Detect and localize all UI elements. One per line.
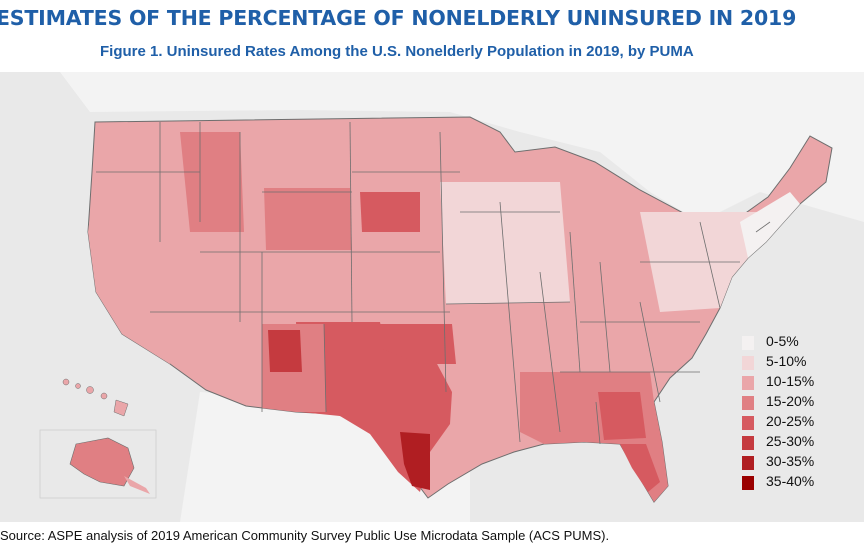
alaska-shape bbox=[69, 437, 135, 487]
south-dakota-patch bbox=[360, 192, 420, 232]
state-borders bbox=[96, 121, 771, 445]
source-note: Source: ASPE analysis of 2019 American C… bbox=[0, 528, 610, 543]
legend-label: 30-35% bbox=[766, 453, 815, 469]
legend-swatch bbox=[742, 336, 754, 350]
legend-swatch bbox=[742, 456, 754, 470]
legend-label: 10-15% bbox=[766, 373, 815, 389]
legend-label: 25-30% bbox=[766, 433, 815, 449]
nm-dark-patch bbox=[268, 330, 302, 372]
west-coast-region bbox=[88, 172, 170, 364]
legend-label: 20-25% bbox=[766, 413, 815, 429]
florida-patch bbox=[620, 444, 660, 492]
legend-label: 0-5% bbox=[766, 333, 799, 349]
legend-swatch bbox=[742, 416, 754, 430]
oklahoma-region bbox=[360, 324, 456, 364]
legend-label: 5-10% bbox=[766, 353, 807, 369]
legend-swatch bbox=[742, 376, 754, 390]
page-title: ESTIMATES OF THE PERCENTAGE OF NONELDERL… bbox=[0, 6, 797, 30]
wyoming-patch bbox=[264, 188, 352, 250]
legend-label: 35-40% bbox=[766, 473, 815, 489]
idaho-montana-patch bbox=[180, 132, 244, 232]
hawaii-islands bbox=[62, 378, 129, 417]
legend-swatch bbox=[742, 436, 754, 450]
south-texas-patch bbox=[400, 432, 430, 490]
legend-swatch bbox=[742, 396, 754, 410]
canada-land bbox=[60, 72, 864, 222]
us-uninsured-map bbox=[0, 72, 864, 522]
new-england-light-region bbox=[740, 192, 800, 258]
legend-swatch bbox=[742, 356, 754, 370]
midwest-light-region bbox=[440, 182, 570, 304]
figure-subtitle: Figure 1. Uninsured Rates Among the U.S.… bbox=[100, 43, 694, 60]
georgia-patch bbox=[598, 392, 646, 440]
alaska-tail bbox=[124, 476, 150, 494]
legend-swatch bbox=[742, 476, 754, 490]
legend-label: 15-20% bbox=[766, 393, 815, 409]
